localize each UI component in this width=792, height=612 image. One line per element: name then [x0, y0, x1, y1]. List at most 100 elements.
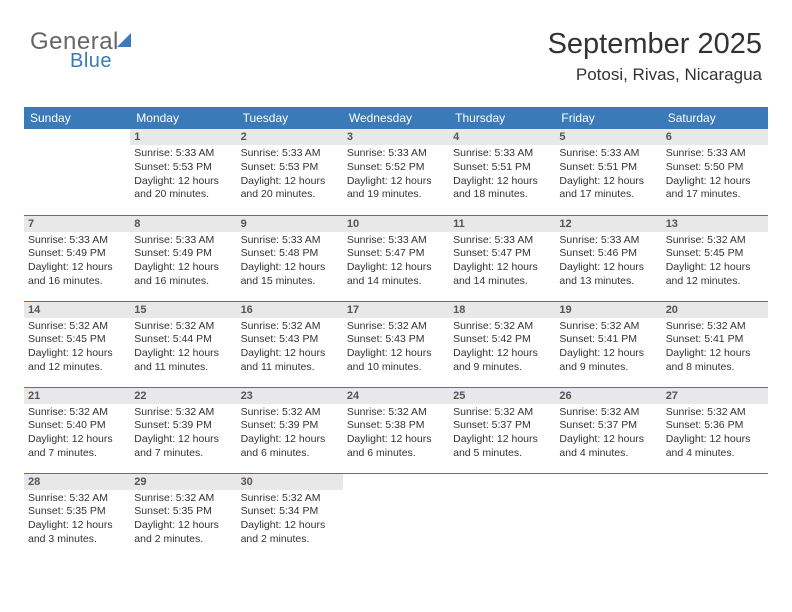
sunrise-text: Sunrise: 5:33 AM [241, 234, 339, 248]
logo: General Blue [30, 28, 131, 73]
day-number: 20 [662, 302, 768, 318]
daylight-text: Daylight: 12 hours and 2 minutes. [241, 519, 339, 546]
daylight-text: Daylight: 12 hours and 17 minutes. [666, 175, 764, 202]
daylight-text: Daylight: 12 hours and 9 minutes. [453, 347, 551, 374]
calendar-cell [343, 473, 449, 559]
sunrise-text: Sunrise: 5:32 AM [241, 320, 339, 334]
day-number: 10 [343, 216, 449, 232]
daylight-text: Daylight: 12 hours and 17 minutes. [559, 175, 657, 202]
sunset-text: Sunset: 5:44 PM [134, 333, 232, 347]
day-body: Sunrise: 5:32 AMSunset: 5:38 PMDaylight:… [343, 404, 449, 463]
sunset-text: Sunset: 5:50 PM [666, 161, 764, 175]
sunrise-text: Sunrise: 5:32 AM [134, 406, 232, 420]
day-number: 26 [555, 388, 661, 404]
day-body: Sunrise: 5:32 AMSunset: 5:44 PMDaylight:… [130, 318, 236, 377]
day-body: Sunrise: 5:32 AMSunset: 5:35 PMDaylight:… [130, 490, 236, 549]
day-number: 13 [662, 216, 768, 232]
sunset-text: Sunset: 5:36 PM [666, 419, 764, 433]
day-body: Sunrise: 5:32 AMSunset: 5:37 PMDaylight:… [555, 404, 661, 463]
sunset-text: Sunset: 5:51 PM [559, 161, 657, 175]
day-number: 24 [343, 388, 449, 404]
calendar-row: 7Sunrise: 5:33 AMSunset: 5:49 PMDaylight… [24, 215, 768, 301]
daylight-text: Daylight: 12 hours and 18 minutes. [453, 175, 551, 202]
calendar-cell: 12Sunrise: 5:33 AMSunset: 5:46 PMDayligh… [555, 215, 661, 301]
daylight-text: Daylight: 12 hours and 12 minutes. [28, 347, 126, 374]
day-number: 5 [555, 129, 661, 145]
calendar-cell: 20Sunrise: 5:32 AMSunset: 5:41 PMDayligh… [662, 301, 768, 387]
sunset-text: Sunset: 5:52 PM [347, 161, 445, 175]
sunset-text: Sunset: 5:51 PM [453, 161, 551, 175]
sunrise-text: Sunrise: 5:33 AM [559, 234, 657, 248]
calendar-row: 1Sunrise: 5:33 AMSunset: 5:53 PMDaylight… [24, 129, 768, 215]
daylight-text: Daylight: 12 hours and 4 minutes. [666, 433, 764, 460]
day-number: 7 [24, 216, 130, 232]
sunrise-text: Sunrise: 5:33 AM [28, 234, 126, 248]
sunset-text: Sunset: 5:37 PM [559, 419, 657, 433]
day-body: Sunrise: 5:32 AMSunset: 5:36 PMDaylight:… [662, 404, 768, 463]
day-body: Sunrise: 5:32 AMSunset: 5:40 PMDaylight:… [24, 404, 130, 463]
daylight-text: Daylight: 12 hours and 16 minutes. [28, 261, 126, 288]
daylight-text: Daylight: 12 hours and 16 minutes. [134, 261, 232, 288]
sunrise-text: Sunrise: 5:33 AM [666, 147, 764, 161]
sunset-text: Sunset: 5:48 PM [241, 247, 339, 261]
sunrise-text: Sunrise: 5:33 AM [453, 147, 551, 161]
sunset-text: Sunset: 5:39 PM [134, 419, 232, 433]
sunrise-text: Sunrise: 5:32 AM [453, 406, 551, 420]
day-body: Sunrise: 5:32 AMSunset: 5:37 PMDaylight:… [449, 404, 555, 463]
day-body: Sunrise: 5:32 AMSunset: 5:42 PMDaylight:… [449, 318, 555, 377]
daylight-text: Daylight: 12 hours and 14 minutes. [453, 261, 551, 288]
day-body: Sunrise: 5:33 AMSunset: 5:53 PMDaylight:… [130, 145, 236, 204]
daylight-text: Daylight: 12 hours and 12 minutes. [666, 261, 764, 288]
calendar-cell [555, 473, 661, 559]
day-body: Sunrise: 5:33 AMSunset: 5:48 PMDaylight:… [237, 232, 343, 291]
daylight-text: Daylight: 12 hours and 11 minutes. [241, 347, 339, 374]
calendar-table: Sunday Monday Tuesday Wednesday Thursday… [24, 107, 768, 559]
calendar-cell: 26Sunrise: 5:32 AMSunset: 5:37 PMDayligh… [555, 387, 661, 473]
day-number: 15 [130, 302, 236, 318]
day-body: Sunrise: 5:32 AMSunset: 5:41 PMDaylight:… [555, 318, 661, 377]
sunset-text: Sunset: 5:53 PM [241, 161, 339, 175]
day-body: Sunrise: 5:33 AMSunset: 5:47 PMDaylight:… [343, 232, 449, 291]
sunset-text: Sunset: 5:49 PM [134, 247, 232, 261]
sunrise-text: Sunrise: 5:32 AM [134, 492, 232, 506]
calendar-cell: 2Sunrise: 5:33 AMSunset: 5:53 PMDaylight… [237, 129, 343, 215]
day-body: Sunrise: 5:32 AMSunset: 5:41 PMDaylight:… [662, 318, 768, 377]
sunrise-text: Sunrise: 5:33 AM [559, 147, 657, 161]
calendar-cell: 14Sunrise: 5:32 AMSunset: 5:45 PMDayligh… [24, 301, 130, 387]
sunrise-text: Sunrise: 5:33 AM [347, 234, 445, 248]
daylight-text: Daylight: 12 hours and 19 minutes. [347, 175, 445, 202]
sunrise-text: Sunrise: 5:32 AM [347, 406, 445, 420]
sunrise-text: Sunrise: 5:32 AM [453, 320, 551, 334]
day-body: Sunrise: 5:32 AMSunset: 5:39 PMDaylight:… [237, 404, 343, 463]
day-number: 17 [343, 302, 449, 318]
daylight-text: Daylight: 12 hours and 3 minutes. [28, 519, 126, 546]
day-body: Sunrise: 5:33 AMSunset: 5:53 PMDaylight:… [237, 145, 343, 204]
sunrise-text: Sunrise: 5:32 AM [241, 406, 339, 420]
day-header: Wednesday [343, 107, 449, 129]
day-header: Saturday [662, 107, 768, 129]
sunrise-text: Sunrise: 5:32 AM [28, 492, 126, 506]
daylight-text: Daylight: 12 hours and 20 minutes. [134, 175, 232, 202]
day-body: Sunrise: 5:33 AMSunset: 5:51 PMDaylight:… [555, 145, 661, 204]
sunrise-text: Sunrise: 5:32 AM [28, 320, 126, 334]
calendar-cell: 30Sunrise: 5:32 AMSunset: 5:34 PMDayligh… [237, 473, 343, 559]
calendar-cell [24, 129, 130, 215]
sunrise-text: Sunrise: 5:33 AM [347, 147, 445, 161]
day-number: 2 [237, 129, 343, 145]
sunset-text: Sunset: 5:41 PM [666, 333, 764, 347]
calendar-cell [662, 473, 768, 559]
sunset-text: Sunset: 5:39 PM [241, 419, 339, 433]
calendar-cell: 11Sunrise: 5:33 AMSunset: 5:47 PMDayligh… [449, 215, 555, 301]
sunrise-text: Sunrise: 5:32 AM [666, 234, 764, 248]
calendar-cell: 9Sunrise: 5:33 AMSunset: 5:48 PMDaylight… [237, 215, 343, 301]
sunset-text: Sunset: 5:34 PM [241, 505, 339, 519]
day-number: 4 [449, 129, 555, 145]
sunset-text: Sunset: 5:41 PM [559, 333, 657, 347]
calendar-cell: 22Sunrise: 5:32 AMSunset: 5:39 PMDayligh… [130, 387, 236, 473]
sunrise-text: Sunrise: 5:32 AM [134, 320, 232, 334]
sunset-text: Sunset: 5:35 PM [134, 505, 232, 519]
calendar-cell: 27Sunrise: 5:32 AMSunset: 5:36 PMDayligh… [662, 387, 768, 473]
daylight-text: Daylight: 12 hours and 7 minutes. [134, 433, 232, 460]
calendar-cell: 23Sunrise: 5:32 AMSunset: 5:39 PMDayligh… [237, 387, 343, 473]
day-body: Sunrise: 5:32 AMSunset: 5:45 PMDaylight:… [662, 232, 768, 291]
